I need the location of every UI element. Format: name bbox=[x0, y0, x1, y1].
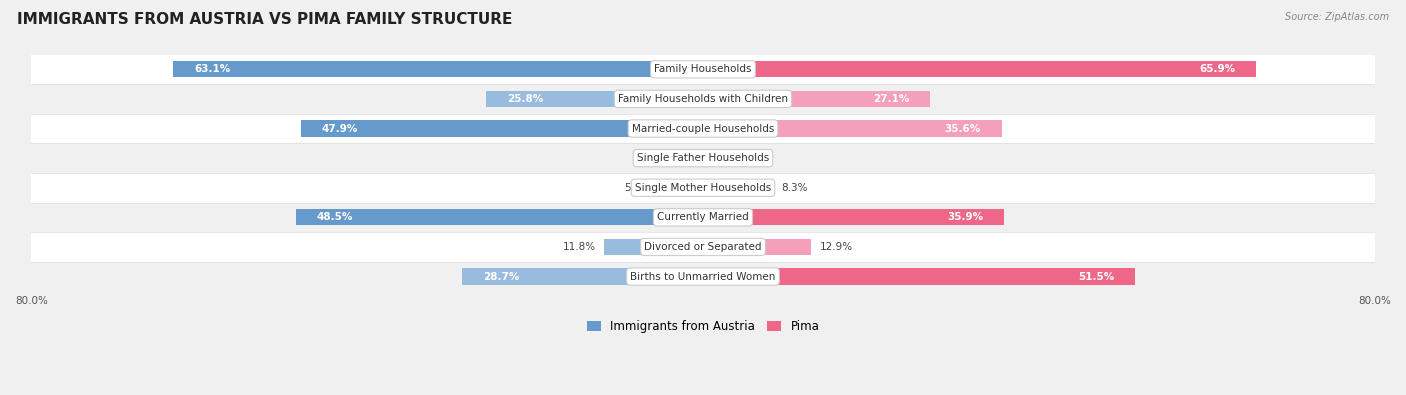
Text: 25.8%: 25.8% bbox=[508, 94, 544, 104]
Text: 35.6%: 35.6% bbox=[945, 124, 981, 134]
Bar bbox=[295, 209, 703, 226]
Text: 5.2%: 5.2% bbox=[624, 183, 651, 193]
Bar bbox=[703, 239, 811, 255]
Text: Family Households: Family Households bbox=[654, 64, 752, 74]
Bar bbox=[686, 150, 703, 166]
Text: 35.9%: 35.9% bbox=[948, 213, 983, 222]
Bar bbox=[703, 120, 1002, 137]
Bar bbox=[703, 268, 1135, 285]
Bar bbox=[605, 239, 703, 255]
Bar bbox=[703, 150, 738, 166]
Text: 51.5%: 51.5% bbox=[1078, 271, 1115, 282]
Text: 48.5%: 48.5% bbox=[316, 213, 353, 222]
Bar bbox=[301, 120, 703, 137]
Text: Births to Unmarried Women: Births to Unmarried Women bbox=[630, 271, 776, 282]
Text: Married-couple Households: Married-couple Households bbox=[631, 124, 775, 134]
Text: 2.0%: 2.0% bbox=[651, 153, 678, 163]
Legend: Immigrants from Austria, Pima: Immigrants from Austria, Pima bbox=[582, 315, 824, 338]
Bar bbox=[31, 114, 1375, 143]
Text: Single Father Households: Single Father Households bbox=[637, 153, 769, 163]
Text: 28.7%: 28.7% bbox=[484, 271, 519, 282]
Text: 8.3%: 8.3% bbox=[782, 183, 807, 193]
Bar bbox=[486, 91, 703, 107]
Bar bbox=[31, 55, 1375, 84]
Bar bbox=[703, 180, 773, 196]
Text: Currently Married: Currently Married bbox=[657, 213, 749, 222]
Bar bbox=[31, 203, 1375, 232]
Text: Divorced or Separated: Divorced or Separated bbox=[644, 242, 762, 252]
Bar bbox=[703, 209, 1004, 226]
Text: Family Households with Children: Family Households with Children bbox=[619, 94, 787, 104]
Bar bbox=[173, 61, 703, 77]
Text: Single Mother Households: Single Mother Households bbox=[636, 183, 770, 193]
Text: 65.9%: 65.9% bbox=[1199, 64, 1236, 74]
Text: IMMIGRANTS FROM AUSTRIA VS PIMA FAMILY STRUCTURE: IMMIGRANTS FROM AUSTRIA VS PIMA FAMILY S… bbox=[17, 12, 512, 27]
Text: 27.1%: 27.1% bbox=[873, 94, 910, 104]
Bar bbox=[659, 180, 703, 196]
Text: 47.9%: 47.9% bbox=[322, 124, 359, 134]
Bar bbox=[703, 61, 1256, 77]
Text: 4.2%: 4.2% bbox=[747, 153, 773, 163]
Text: 63.1%: 63.1% bbox=[194, 64, 231, 74]
Text: 12.9%: 12.9% bbox=[820, 242, 853, 252]
Bar bbox=[31, 232, 1375, 262]
Bar bbox=[31, 84, 1375, 114]
Text: Source: ZipAtlas.com: Source: ZipAtlas.com bbox=[1285, 12, 1389, 22]
Bar bbox=[31, 173, 1375, 203]
Bar bbox=[31, 262, 1375, 292]
Bar bbox=[463, 268, 703, 285]
Bar bbox=[31, 143, 1375, 173]
Text: 11.8%: 11.8% bbox=[562, 242, 596, 252]
Bar bbox=[703, 91, 931, 107]
